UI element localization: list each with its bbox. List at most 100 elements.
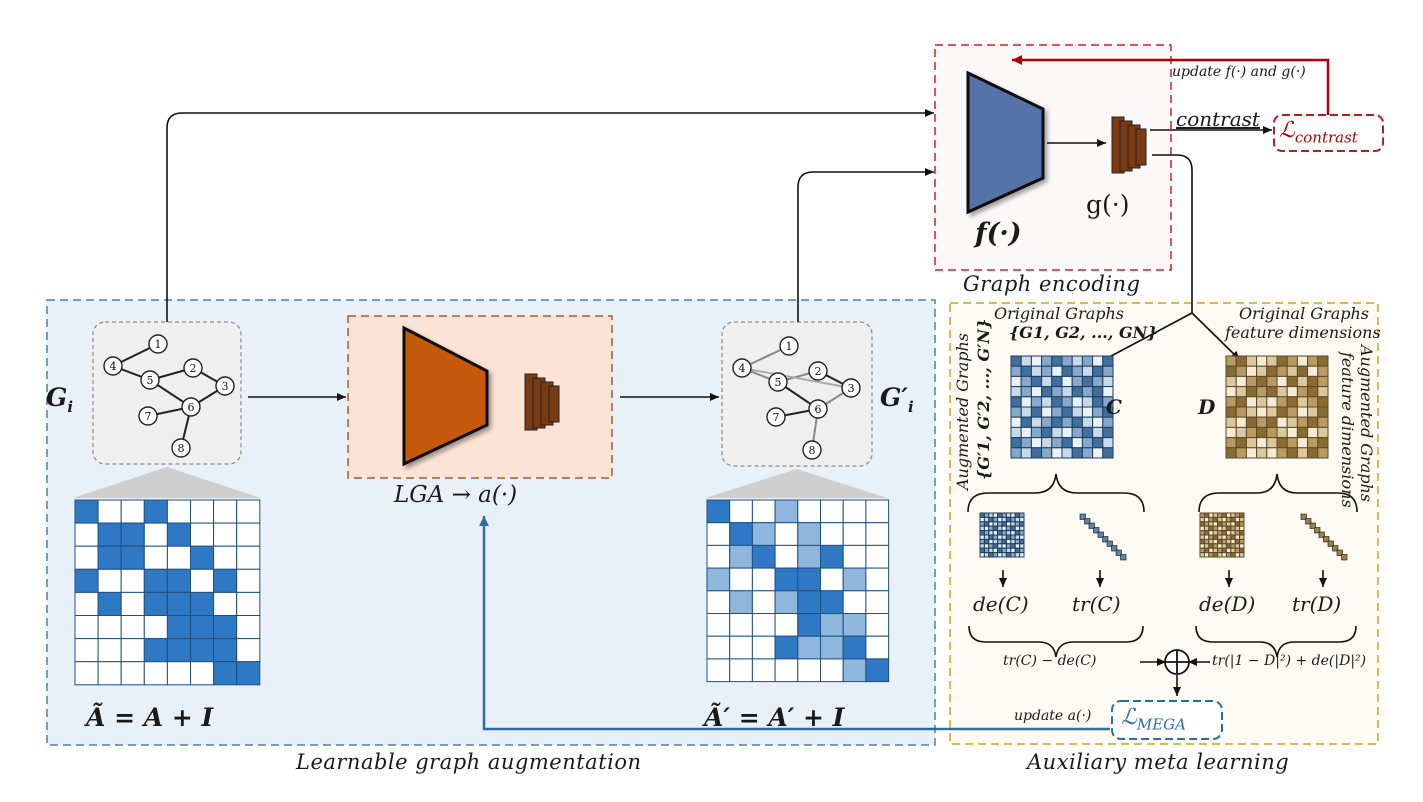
matrix-cell [1030,375,1043,388]
matrix-cell [751,635,776,660]
matrix-cell [983,512,990,518]
matrix-cell [190,522,215,547]
matrix-cell [1230,525,1236,532]
matrix-cell [1061,396,1073,408]
matrix-cell [1221,538,1227,545]
input-matrix-equation: Ã = A + I [86,703,214,732]
matrix-cell [1051,406,1063,418]
matrix-cell [1230,512,1236,518]
to-D-arrow [1191,312,1241,361]
diagonal-cell [1084,518,1091,525]
D-label: D [1198,395,1216,419]
matrix-cell [74,591,99,617]
matrix-cell [774,658,799,683]
matrix-cell [751,499,776,524]
matrix-cell [774,522,799,546]
matrix-cell [1061,375,1073,388]
matrix-cell [1225,512,1232,518]
matrix-cell [1001,530,1007,536]
matrix-cell [1199,538,1205,545]
augmented-adjacency-matrix [706,499,890,683]
matrix-cell [213,568,238,593]
matrix-cell [1221,525,1227,532]
matrix-cell [97,638,122,663]
matrix-cell [820,590,844,614]
g-label: g(·) [1086,190,1130,219]
matrix-cell [1081,365,1094,377]
matrix-cell [706,544,731,569]
matrix-cell [1212,538,1219,545]
matrix-cell [1030,396,1043,408]
matrix-cell [213,661,238,686]
matrix-cell [865,590,890,614]
matrix-cell [1225,547,1232,554]
matrix-cell [1245,426,1258,439]
matrix-cell [1051,386,1063,398]
matrix-cell [979,547,985,554]
matrix-cell [774,567,799,592]
matrix-cell [1041,355,1053,367]
graph-node [183,358,203,378]
matrix-cell [1019,512,1025,518]
matrix-cell [1030,426,1043,439]
orig-feat-title: Original Graphs [1239,304,1370,323]
matrix-cell [1203,534,1210,540]
graph-node-label: 3 [222,380,229,393]
matrix-cell [1051,447,1063,459]
matrix-cell [992,525,999,532]
matrix-cell [1019,552,1025,558]
matrix-cell [1203,538,1210,545]
graph-node-label: 8 [178,442,185,455]
matrix-cell [1286,386,1298,398]
diagonal-cell [1314,527,1321,534]
matrix-cell [1203,552,1210,558]
matrix-cell [1239,552,1245,558]
matrix-cell [842,522,867,546]
matrix-cell [1245,437,1258,449]
matrix-cell [1010,516,1016,523]
matrix-cell [1199,525,1205,532]
matrix-cell [1230,543,1236,549]
matrix-cell [190,499,215,524]
matrix-cell [1092,365,1104,377]
matrix-cell [820,544,844,569]
matrix-cell [1019,521,1025,527]
deC-label: de(C) [973,592,1029,616]
matrix-cell [1256,365,1268,377]
brace-D [1198,473,1358,513]
matrix-cell [1225,406,1237,418]
orig-graphs-title: Original Graphs [994,304,1125,323]
matrix-cell [1014,547,1021,554]
matrix-cell [143,615,168,640]
matrix-cell [1071,416,1083,428]
matrix-cell [842,658,867,683]
matrix-cell [729,544,753,569]
matrix-cell [1217,512,1223,518]
input-to-encoder-arrow [166,109,934,322]
brace-bottom-D [1195,625,1357,658]
matrix-cell [1212,530,1219,536]
matrix-cell [1061,355,1073,367]
matrix-cell [1051,375,1063,388]
matrix-cell [1230,547,1236,554]
graph-node-label: 4 [739,362,746,375]
graph-node [103,356,123,376]
matrix-cell [1199,552,1205,558]
diagonal-cell [1327,540,1334,547]
matrix-cell [842,567,867,592]
matrix-cell [1061,386,1073,398]
orig-feat-dims: feature dimensions [1225,323,1381,342]
graph-node-label: 3 [848,382,855,395]
matrix-cell [1225,543,1232,549]
matrix-cell [1276,386,1288,398]
trC-label: tr(C) [1072,592,1121,616]
small-matrix-C [979,512,1025,558]
matrix-cell [797,635,821,660]
diagonal-C [1079,513,1127,561]
matrix-cell [1203,547,1210,554]
matrix-cell [1234,516,1241,523]
graph-node [808,361,828,381]
matrix-cell [190,545,215,570]
matrix-cell [1199,543,1205,549]
f-label: f(·) [975,218,1022,249]
